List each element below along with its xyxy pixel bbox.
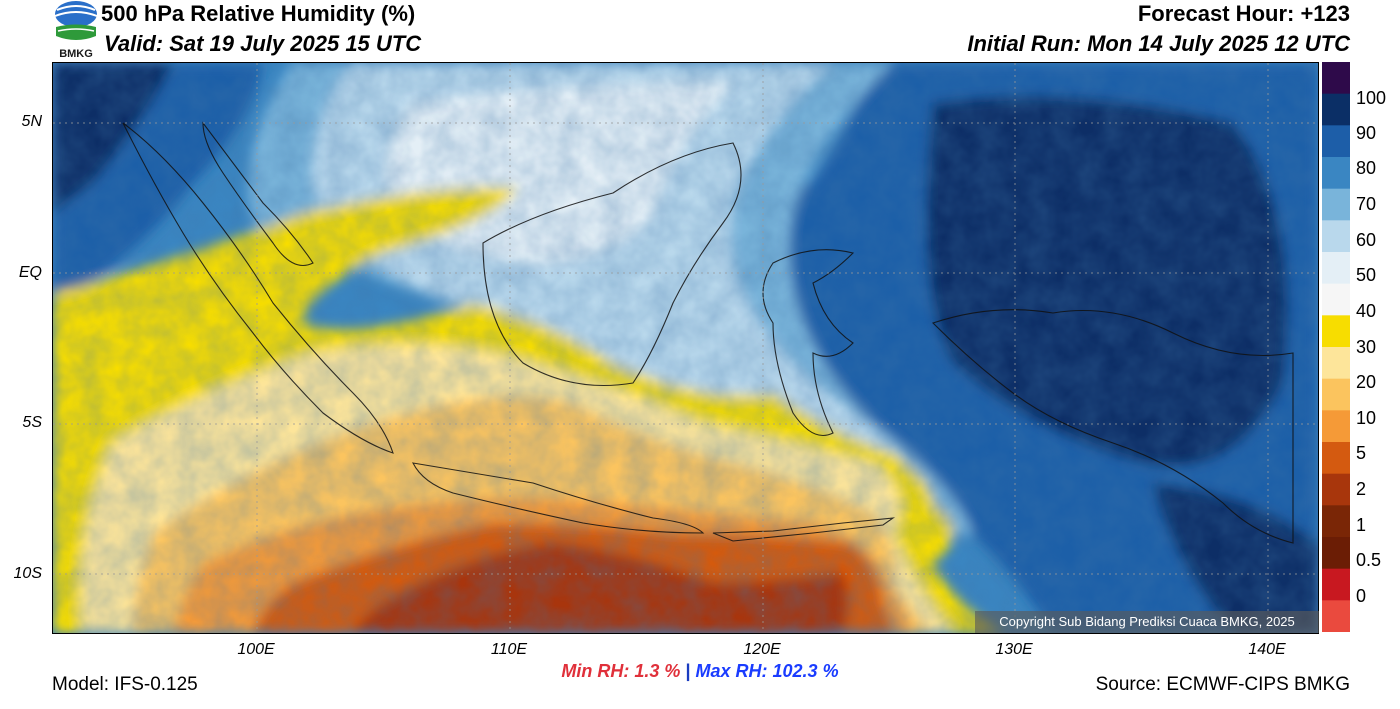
lon-label-100e: 100E bbox=[237, 641, 275, 658]
rh-stats: Min RH: 1.3 % | Max RH: 102.3 % bbox=[0, 661, 1400, 682]
valid-time: Valid: Sat 19 July 2025 15 UTC bbox=[104, 31, 422, 56]
lat-label-5s: 5S bbox=[22, 414, 42, 431]
source-label: Source: ECMWF-CIPS BMKG bbox=[1095, 674, 1350, 695]
colorbar-label: 0 bbox=[1356, 586, 1367, 606]
humidity-map bbox=[52, 62, 1319, 634]
min-rh: Min RH: 1.3 % bbox=[561, 661, 681, 681]
colorbar-swatch bbox=[1322, 157, 1350, 190]
colorbar-label: 5 bbox=[1356, 443, 1367, 463]
stats-separator: | bbox=[685, 661, 691, 681]
colorbar-swatch bbox=[1322, 283, 1350, 316]
colorbar-label: 20 bbox=[1356, 372, 1377, 392]
map-title: 500 hPa Relative Humidity (%) bbox=[101, 1, 416, 26]
lat-label-5n: 5N bbox=[21, 113, 42, 130]
lon-label-130e: 130E bbox=[995, 641, 1033, 658]
colorbar-swatch bbox=[1322, 568, 1350, 601]
colorbar-swatch bbox=[1322, 220, 1350, 253]
initial-run: Initial Run: Mon 14 July 2025 12 UTC bbox=[967, 31, 1350, 56]
colorbar-label: 80 bbox=[1356, 158, 1377, 178]
colorbar-label: 40 bbox=[1356, 301, 1377, 321]
colorbar-label: 100 bbox=[1356, 88, 1387, 108]
lon-label-140e: 140E bbox=[1248, 641, 1286, 658]
lon-label-110e: 110E bbox=[490, 641, 528, 658]
colorbar-label: 10 bbox=[1356, 408, 1377, 428]
colorbar bbox=[1322, 62, 1350, 632]
lon-label-120e: 120E bbox=[743, 641, 781, 658]
model-label: Model: IFS-0.125 bbox=[52, 674, 198, 695]
colorbar-swatch bbox=[1322, 252, 1350, 285]
colorbar-label: 50 bbox=[1356, 265, 1377, 285]
colorbar-label: 90 bbox=[1356, 123, 1377, 143]
colorbar-swatch bbox=[1322, 378, 1350, 411]
colorbar-swatch bbox=[1322, 442, 1350, 475]
colorbar-swatch bbox=[1322, 125, 1350, 158]
colorbar-swatch bbox=[1322, 93, 1350, 126]
lat-label-10s: 10S bbox=[13, 565, 42, 582]
lat-label-eq: EQ bbox=[18, 264, 42, 281]
humidity-field bbox=[53, 63, 1318, 633]
colorbar-swatch bbox=[1322, 188, 1350, 221]
colorbar-swatch bbox=[1322, 505, 1350, 538]
colorbar-swatch bbox=[1322, 600, 1350, 632]
colorbar-label: 2 bbox=[1356, 479, 1367, 499]
colorbar-swatch bbox=[1322, 537, 1350, 570]
colorbar-label: 30 bbox=[1356, 337, 1377, 357]
max-rh: Max RH: 102.3 % bbox=[695, 661, 839, 681]
colorbar-label: 1 bbox=[1356, 515, 1367, 535]
colorbar-label: 70 bbox=[1356, 194, 1377, 214]
colorbar-swatch bbox=[1322, 347, 1350, 380]
copyright-notice: Copyright Sub Bidang Prediksi Cuaca BMKG… bbox=[975, 611, 1319, 633]
logo-text: BMKG bbox=[59, 48, 93, 60]
colorbar-swatch bbox=[1322, 62, 1350, 95]
colorbar-swatch bbox=[1322, 410, 1350, 443]
colorbar-swatch bbox=[1322, 315, 1350, 348]
colorbar-label: 0.5 bbox=[1356, 550, 1382, 570]
colorbar-swatch bbox=[1322, 473, 1350, 506]
bmkg-logo: BMKG bbox=[54, 1, 98, 60]
colorbar-label: 60 bbox=[1356, 230, 1377, 250]
forecast-hour: Forecast Hour: +123 bbox=[1137, 1, 1350, 26]
